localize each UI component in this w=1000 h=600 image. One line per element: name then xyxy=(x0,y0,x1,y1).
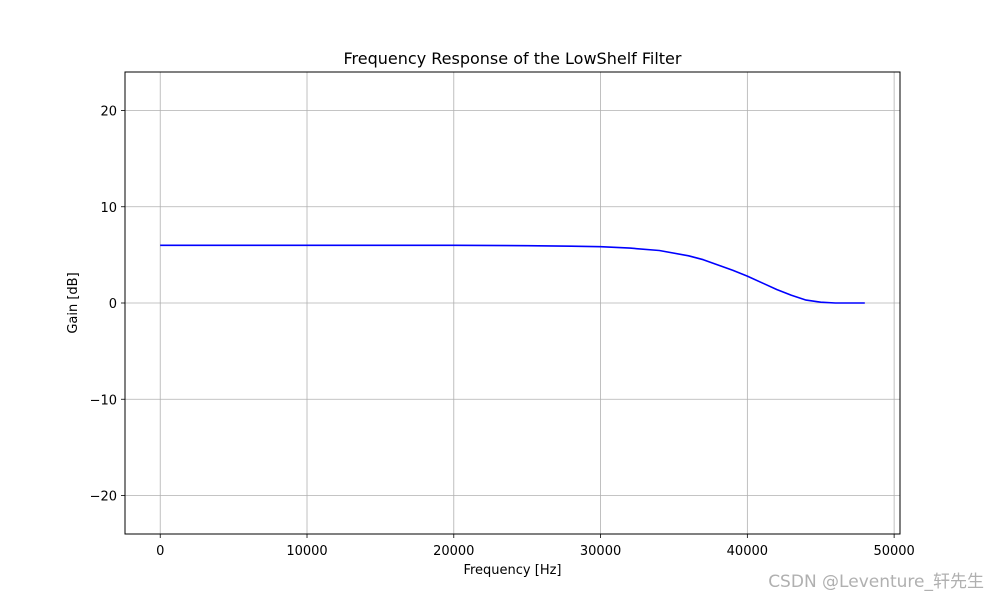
x-tick-label: 50000 xyxy=(873,544,914,559)
x-tick-label: 40000 xyxy=(727,544,768,559)
x-axis-label: Frequency [Hz] xyxy=(463,563,561,578)
y-tick-label: 20 xyxy=(100,105,117,120)
series-layer xyxy=(160,244,865,304)
y-tick-label: 10 xyxy=(100,201,117,216)
y-tick-label: 0 xyxy=(109,297,117,312)
grid xyxy=(125,72,900,534)
x-tick-label: 0 xyxy=(156,544,164,559)
y-axis-label: Gain [dB] xyxy=(66,272,81,333)
x-tick-label: 20000 xyxy=(433,544,474,559)
chart-title: Frequency Response of the LowShelf Filte… xyxy=(344,49,682,68)
y-tick-label: −10 xyxy=(90,393,117,408)
x-tick-label: 30000 xyxy=(580,544,621,559)
gain-response-line xyxy=(160,244,865,304)
y-tick-label: −20 xyxy=(90,490,117,505)
watermark: CSDN @Leventure_轩先生 xyxy=(768,572,984,592)
x-tick-label: 10000 xyxy=(286,544,327,559)
ticks: 0 10000 20000 30000 40000 50000 −20 −10 0 10 20 xyxy=(90,105,915,560)
